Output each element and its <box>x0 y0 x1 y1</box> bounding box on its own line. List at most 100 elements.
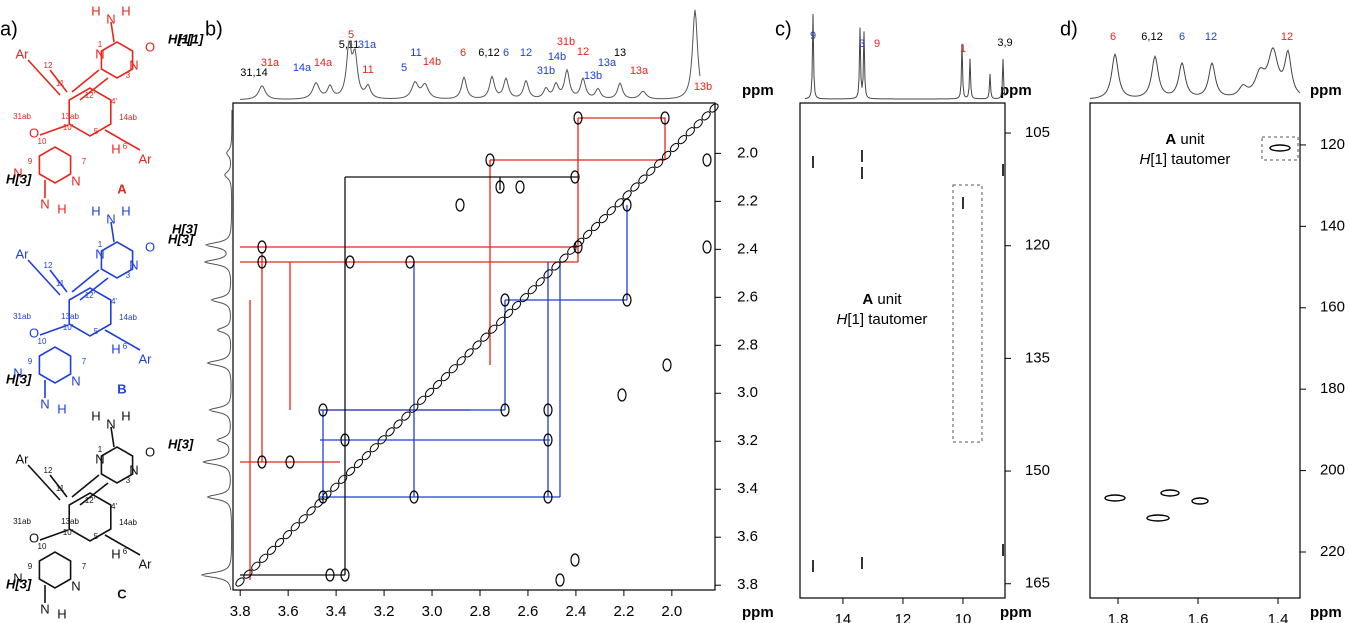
atom-label: 11 <box>56 79 65 88</box>
x-tick-label: 2.2 <box>613 603 634 620</box>
annotation-bold: A <box>1165 131 1176 148</box>
y-tick-label: 3.2 <box>737 432 758 449</box>
atom-label: O <box>29 530 39 545</box>
y-tick-label: 3.0 <box>737 384 758 401</box>
unit-label: ppm <box>1310 604 1342 621</box>
atom-label: 5 <box>94 327 99 336</box>
cross-peak <box>573 240 583 254</box>
y-tick-label: 2.4 <box>737 240 758 257</box>
peak-label: 1 <box>960 43 966 55</box>
atom-label: H <box>121 3 130 18</box>
atom-label: N <box>129 257 138 272</box>
cross-peak <box>543 433 553 447</box>
cross-peak <box>515 180 525 194</box>
x-tick-label: 3.4 <box>326 603 347 620</box>
atom-label: H <box>57 401 66 416</box>
atom-label: N <box>71 173 80 188</box>
y-tick-label: 160 <box>1320 299 1345 316</box>
tautomer-tag: H[3] <box>6 371 32 386</box>
cross-peak <box>488 324 498 334</box>
cross-peak <box>440 371 451 382</box>
y-tick-label: 105 <box>1025 124 1050 141</box>
x-tick-label: 1.8 <box>1108 611 1129 623</box>
cross-peak <box>424 387 435 398</box>
y-tick-label: 165 <box>1025 575 1050 592</box>
cross-peak <box>582 229 593 240</box>
peak-label: 31b <box>557 36 575 48</box>
y-tick-label: 3.8 <box>737 576 758 593</box>
atom-label: 12' <box>85 91 96 100</box>
cross-peak <box>340 433 350 447</box>
peak-label: 31b <box>537 65 555 77</box>
cross-peak <box>617 388 627 402</box>
y-tick-label: 150 <box>1025 462 1050 479</box>
panel-label: b) <box>205 18 223 40</box>
cross-peak <box>377 435 387 445</box>
peak-label: 12 <box>1281 31 1293 43</box>
annotation-text: unit <box>1176 131 1205 148</box>
peak-label: 5 <box>348 29 354 41</box>
peak-label: 11 <box>362 64 373 76</box>
spectrum-1d <box>1089 47 1301 100</box>
atom-label: 9 <box>28 357 33 366</box>
cross-peak <box>345 466 356 477</box>
cross-peak <box>570 553 580 567</box>
atom-label: 1 <box>98 445 103 454</box>
atom-label: 7 <box>82 357 87 366</box>
skeleton <box>27 426 141 603</box>
atom-label: H <box>121 203 130 218</box>
atom-label: 10 <box>38 337 47 346</box>
cross-peak <box>259 553 269 563</box>
atom-label: 11 <box>56 279 65 288</box>
atom-label: 7 <box>82 157 87 166</box>
tautomer-tag: H[3] <box>6 576 32 591</box>
atom-label: Ar <box>139 151 153 166</box>
tautomer-tag: H[3] <box>168 231 194 246</box>
molecule-name: B <box>117 381 126 396</box>
x-tick-label: 2.8 <box>470 603 491 620</box>
cross-peak <box>503 308 514 319</box>
x-tick-label: 12 <box>895 611 912 623</box>
atom-label: Ar <box>16 46 30 61</box>
cross-peak <box>314 498 324 508</box>
cross-peak <box>1104 494 1126 502</box>
plot-frame <box>1089 102 1301 599</box>
atom-label: 10' <box>63 323 74 332</box>
cross-peak <box>1146 514 1170 522</box>
peak-label: 6,12 <box>1141 31 1162 43</box>
peak-label: 6 <box>460 47 466 59</box>
cross-peak <box>622 190 632 200</box>
atom-label: H <box>111 341 120 356</box>
cross-peak <box>614 198 624 208</box>
atom-label: N <box>95 46 104 61</box>
y-tick-label: 2.2 <box>737 192 758 209</box>
atom-label: 1 <box>98 240 103 249</box>
cross-peak <box>630 182 640 192</box>
tautomer-tag: H[3] <box>6 171 32 186</box>
atom-label: 3 <box>126 71 131 80</box>
peak-label: 12 <box>577 46 589 58</box>
atom-label: 31ab <box>13 517 31 526</box>
peak-label: 6,12 <box>478 47 499 59</box>
y-tick-label: 2.6 <box>737 288 758 305</box>
cross-peak <box>660 111 670 125</box>
skeleton <box>27 21 141 198</box>
unit-label: ppm <box>1000 82 1032 99</box>
atom-label: 12' <box>85 291 96 300</box>
atom-label: O <box>29 325 39 340</box>
atom-label: 4' <box>111 97 117 106</box>
panel-label: a) <box>0 18 18 40</box>
atom-label: Ar <box>139 351 153 366</box>
unit-label: ppm <box>1310 82 1342 99</box>
cross-peak <box>662 358 672 372</box>
annotation-text: [1] tautomer <box>1150 151 1230 168</box>
peak-label: 14b <box>423 56 441 68</box>
panel-label: c) <box>775 18 792 40</box>
cross-peak <box>353 458 364 469</box>
atom-label: 10 <box>38 137 47 146</box>
atom-label: 12 <box>44 466 53 475</box>
cross-peak <box>543 269 553 279</box>
atom-label: H <box>121 408 130 423</box>
y-tick-label: 2.8 <box>737 336 758 353</box>
cross-peak <box>285 455 295 469</box>
